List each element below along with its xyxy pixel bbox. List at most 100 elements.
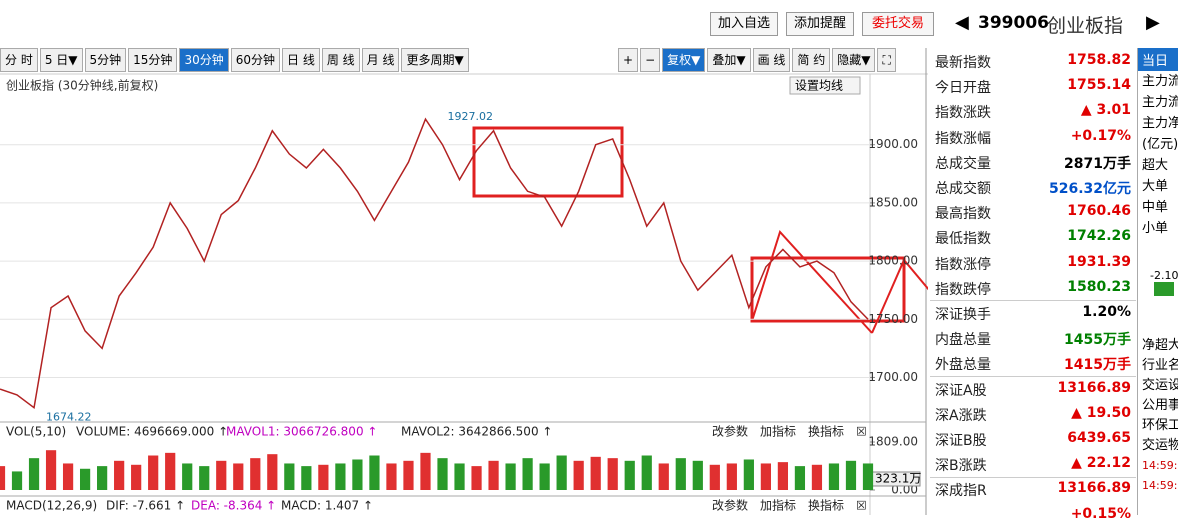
tool-button[interactable]: −: [640, 48, 661, 72]
name: 创业板指: [1047, 15, 1124, 37]
side-tab: 当日: [1138, 48, 1178, 71]
volume-bar: [97, 466, 108, 490]
quote-value: 1415万手: [1064, 357, 1131, 374]
tool-button[interactable]: 隐藏▼: [832, 48, 876, 72]
ma-button-label[interactable]: 设置均线: [795, 79, 843, 93]
price-line: [0, 117, 869, 410]
low-label: 1674.22: [46, 411, 92, 424]
tool-button[interactable]: 复权▼: [662, 48, 706, 72]
period-tab[interactable]: 15分钟: [128, 48, 178, 72]
period-tab[interactable]: 月 线: [361, 48, 400, 72]
quote-label: 总成交额: [935, 181, 991, 197]
side-bar: [1154, 282, 1174, 296]
volume-bar: [845, 460, 857, 490]
volume-bar: [62, 463, 74, 490]
side-line: 交运物: [1142, 438, 1178, 453]
side-line: 14:59:0: [1142, 459, 1178, 472]
period-tab[interactable]: 日 线: [282, 48, 320, 72]
macd-button: 换指标: [808, 498, 844, 513]
quote-label: 深证B股: [935, 433, 987, 449]
tool-button[interactable]: 叠加▼: [707, 48, 751, 72]
volume-bar: [45, 450, 57, 490]
button[interactable]: 委托交易: [862, 12, 934, 36]
spacer: [1138, 296, 1178, 336]
quote-label: 指数涨跌: [935, 105, 991, 122]
high-label: 1927.02: [447, 110, 493, 123]
volume-bar: [726, 463, 737, 490]
side-line: 主力流: [1142, 74, 1178, 89]
chart: 创业板指 (30分钟线,前复权) 设置均线 1700.00 1750.00 1800…: [0, 48, 928, 515]
divider: [930, 376, 1136, 377]
volume-bar: [79, 468, 91, 490]
volume-bar: [301, 466, 312, 490]
quote-value: 1.20%: [1082, 304, 1131, 320]
quote-value: 13166.89: [1057, 480, 1131, 497]
volume-bar: [267, 454, 278, 490]
next[interactable]: ▶: [1146, 12, 1160, 33]
quote-value: +0.17%: [1070, 127, 1131, 144]
vol-button: 换指标: [808, 424, 844, 439]
volume-bar: [335, 463, 346, 490]
volume-bar: [777, 462, 789, 490]
side-line: 超大: [1142, 158, 1169, 173]
quote-value: 1758.82: [1067, 52, 1131, 68]
volume-bar: [199, 466, 210, 490]
quote-value: 526.32亿元: [1048, 181, 1131, 197]
quote-value: 1742.26: [1067, 228, 1131, 245]
period-tab[interactable]: 周 线: [321, 48, 360, 72]
vol-header: MAVOL2: 3642866.500 ↑: [401, 425, 552, 439]
quote-value: ▲ 22.12: [1071, 455, 1131, 472]
tool-button[interactable]: +: [618, 48, 639, 72]
volume-bar: [233, 463, 244, 490]
side-line: 主力净: [1142, 116, 1178, 131]
y-tick-label: 1700.00: [868, 370, 918, 384]
volume-bar: [539, 463, 550, 490]
side-panel: 当日 主力流 主力流 主力净 (亿元) 超大 大单 中单 小单 -2.10 净超大 行业名 交运设 公用事…: [1137, 48, 1178, 515]
tools: + − 复权▼ 叠加▼ 画 线简 约隐藏▼ ⛶: [618, 48, 896, 72]
vol-current: 323.1万: [875, 472, 921, 486]
quote-value: 1760.46: [1067, 203, 1131, 220]
period-tab[interactable]: 分 时: [0, 48, 38, 72]
period-tab[interactable]: 30分钟: [179, 48, 229, 72]
y-tick-label: 1800.00: [868, 254, 918, 268]
chart-title: 创业板指 (30分钟线,前复权): [6, 78, 158, 93]
tool-button[interactable]: 画 线: [752, 48, 791, 72]
tool-button[interactable]: 简 约: [792, 48, 831, 72]
quote-value: 6439.65: [1067, 430, 1131, 446]
macd-header: DEA: -8.364 ↑: [191, 499, 276, 513]
volume-bar: [709, 464, 720, 490]
quote-value: 2871万手: [1064, 155, 1131, 172]
prev[interactable]: ◀: [955, 12, 969, 33]
volume-bar: [760, 463, 771, 490]
volume-bar: [114, 460, 125, 490]
vol-tick-label: 1809.00: [868, 435, 918, 449]
vol-button: 改参数: [712, 424, 748, 439]
period-tab[interactable]: 5 日▼: [39, 48, 83, 72]
divider: [930, 300, 1136, 301]
volume-bar: [148, 455, 159, 490]
period-tab[interactable]: 5分钟: [84, 48, 127, 72]
volume-bar: [505, 463, 516, 490]
tool-button[interactable]: ⛶: [877, 48, 896, 72]
quote-value: 1931.39: [1067, 253, 1131, 270]
volume-bar: [437, 458, 448, 490]
volume-bar: [607, 458, 618, 490]
macd-header: MACD(12,26,9): [6, 499, 97, 513]
side-line: 净超大: [1142, 338, 1178, 353]
volume-bar: [488, 460, 499, 490]
period-tab[interactable]: 60分钟: [230, 48, 280, 72]
volume-bar: [250, 458, 261, 490]
quote-label: 总成交量: [935, 155, 991, 172]
quote-label: 指数涨幅: [935, 130, 991, 147]
button[interactable]: 加入自选: [710, 12, 778, 36]
quote-value: +0.15%: [1070, 505, 1131, 522]
period-tab[interactable]: 更多周期▼: [401, 48, 469, 72]
button[interactable]: 添加提醒: [786, 12, 854, 36]
quote-label: 指数跌停: [935, 281, 991, 298]
volume-bar: [675, 458, 686, 490]
quote-label: 外盘总量: [935, 357, 991, 374]
volume-bar: [811, 464, 823, 490]
volume-bar: [556, 455, 567, 490]
quote-value: ▲ 19.50: [1071, 404, 1131, 421]
ma-button[interactable]: [789, 76, 861, 95]
